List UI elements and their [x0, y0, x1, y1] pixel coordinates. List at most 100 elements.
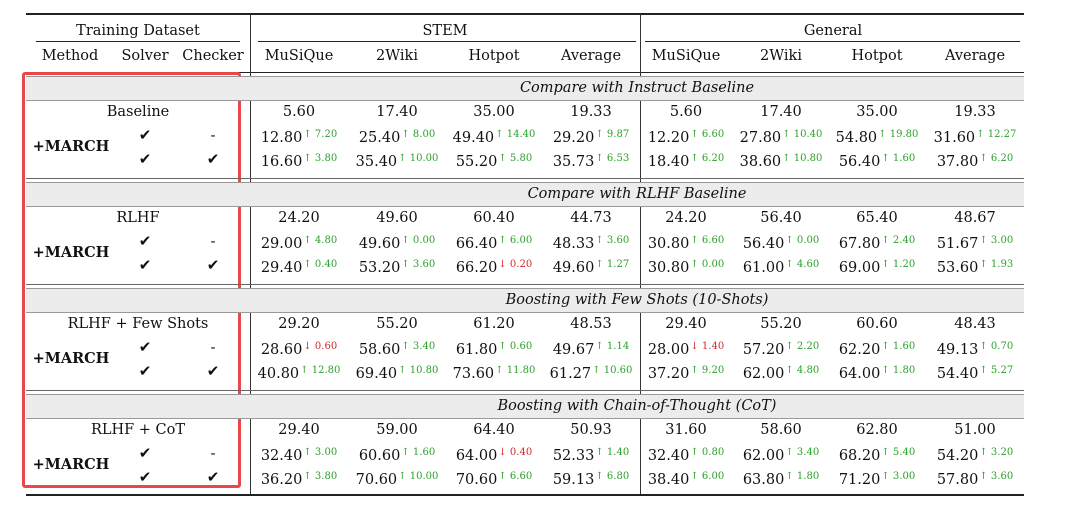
delta-up: ↑ 0.60	[498, 341, 532, 352]
delta-up: ↑ 0.80	[690, 447, 724, 458]
delta-up: ↑ 3.80	[303, 153, 337, 164]
metric-cell: 58.60↑ 3.40	[359, 338, 435, 359]
metric-cell: 12.20↑ 6.60	[648, 126, 724, 147]
arrow-up-icon: ↑	[401, 259, 410, 270]
metric-value: 64.00	[838, 366, 881, 382]
metric-cell: 55.20↑ 5.80	[456, 150, 532, 171]
delta-up: ↑ 0.00	[785, 235, 819, 246]
metric-cell: 27.80↑ 10.40	[740, 126, 823, 147]
delta-up: ↑ 0.70	[979, 341, 1013, 352]
metric-cell: 30.80↑ 0.00	[648, 256, 724, 277]
column-header: Method	[41, 48, 99, 64]
base-value: 35.00	[856, 104, 898, 120]
delta-up: ↑ 10.60	[592, 365, 632, 376]
metric-cell: 38.40↑ 6.00	[648, 468, 724, 489]
metric-value: 48.33	[552, 236, 595, 252]
delta-up: ↑ 1.60	[881, 153, 915, 164]
delta-up: ↑ 6.00	[498, 235, 532, 246]
metric-cell: 68.20↑ 5.40	[839, 444, 915, 465]
delta-up: ↑ 12.27	[976, 129, 1016, 140]
delta-value: 10.60	[603, 365, 633, 376]
metric-value: 53.60	[936, 260, 979, 276]
metric-cell: 63.80↑ 1.80	[743, 468, 819, 489]
base-value: 64.40	[473, 422, 515, 438]
arrow-up-icon: ↑	[881, 447, 890, 458]
delta-value: 4.80	[314, 235, 338, 246]
base-value: 35.00	[473, 104, 515, 120]
delta-value: 1.60	[892, 341, 916, 352]
delta-value: 6.80	[606, 471, 630, 482]
arrow-up-icon: ↑	[878, 129, 887, 140]
arrow-up-icon: ↑	[303, 235, 312, 246]
arrow-up-icon: ↑	[595, 471, 604, 482]
delta-value: 11.80	[506, 365, 536, 376]
delta-value: 14.40	[506, 129, 536, 140]
delta-up: ↑ 1.40	[595, 447, 629, 458]
metric-value: 29.20	[552, 130, 595, 146]
base-value: 19.33	[954, 104, 996, 120]
arrow-up-icon: ↑	[785, 341, 794, 352]
delta-value: 3.00	[314, 447, 338, 458]
base-value: 56.40	[760, 210, 802, 226]
base-value: 65.40	[856, 210, 898, 226]
metric-value: 49.40	[452, 130, 495, 146]
base-value: 5.60	[669, 104, 703, 120]
column-header: 2Wiki	[760, 48, 802, 64]
metric-value: 30.80	[647, 236, 690, 252]
metric-value: 49.13	[936, 342, 979, 358]
column-header: Solver	[121, 48, 169, 64]
metric-value: 70.60	[455, 472, 498, 488]
metric-cell: 69.40↑ 10.80	[356, 362, 439, 383]
checker-mark: -	[210, 338, 216, 356]
arrow-down-icon: ↓	[303, 341, 312, 352]
arrow-up-icon: ↑	[979, 471, 988, 482]
checker-mark: ✔	[206, 150, 220, 168]
arrow-up-icon: ↑	[785, 235, 794, 246]
delta-value: 12.80	[311, 365, 341, 376]
arrow-up-icon: ↑	[979, 153, 988, 164]
arrow-up-icon: ↑	[595, 447, 604, 458]
delta-value: 0.20	[509, 259, 533, 270]
base-label: RLHF + CoT	[90, 422, 186, 438]
solver-mark: ✔	[138, 232, 152, 250]
delta-value: 1.20	[892, 259, 916, 270]
metric-value: 12.80	[260, 130, 303, 146]
metric-value: 12.20	[647, 130, 690, 146]
metric-cell: 49.60↑ 1.27	[553, 256, 629, 277]
solver-mark: ✔	[138, 150, 152, 168]
metric-cell: 64.00↑ 1.80	[839, 362, 915, 383]
base-value: 48.43	[954, 316, 996, 332]
base-value: 17.40	[760, 104, 802, 120]
delta-value: 1.93	[990, 259, 1014, 270]
delta-value: 3.60	[606, 235, 630, 246]
delta-value: 0.70	[990, 341, 1014, 352]
metric-value: 28.60	[260, 342, 303, 358]
arrow-up-icon: ↑	[398, 471, 407, 482]
base-value: 50.93	[570, 422, 612, 438]
metric-value: 29.40	[260, 260, 303, 276]
delta-value: 6.53	[606, 153, 630, 164]
column-header: 2Wiki	[376, 48, 418, 64]
solver-mark: ✔	[138, 444, 152, 462]
metric-cell: 52.33↑ 1.40	[553, 444, 629, 465]
metric-value: 52.33	[552, 448, 595, 464]
column-header: Hotpot	[851, 48, 903, 64]
solver-mark: ✔	[138, 468, 152, 486]
delta-up: ↑ 1.80	[881, 365, 915, 376]
arrow-up-icon: ↑	[782, 129, 791, 140]
base-value: 31.60	[665, 422, 707, 438]
section-band	[26, 288, 1024, 312]
arrow-up-icon: ↑	[595, 259, 604, 270]
delta-value: 0.60	[314, 341, 338, 352]
arrow-up-icon: ↑	[595, 341, 604, 352]
section-title: Boosting with Few Shots (10-Shots)	[505, 292, 769, 308]
arrow-up-icon: ↑	[401, 447, 410, 458]
march-label: +MARCH	[32, 138, 110, 155]
delta-up: ↑ 8.00	[401, 129, 435, 140]
delta-up: ↑ 4.80	[303, 235, 337, 246]
delta-value: 0.80	[701, 447, 725, 458]
arrow-up-icon: ↑	[690, 235, 699, 246]
arrow-up-icon: ↑	[300, 365, 309, 376]
delta-up: ↑ 6.60	[498, 471, 532, 482]
header-subrule-stem	[258, 41, 636, 42]
